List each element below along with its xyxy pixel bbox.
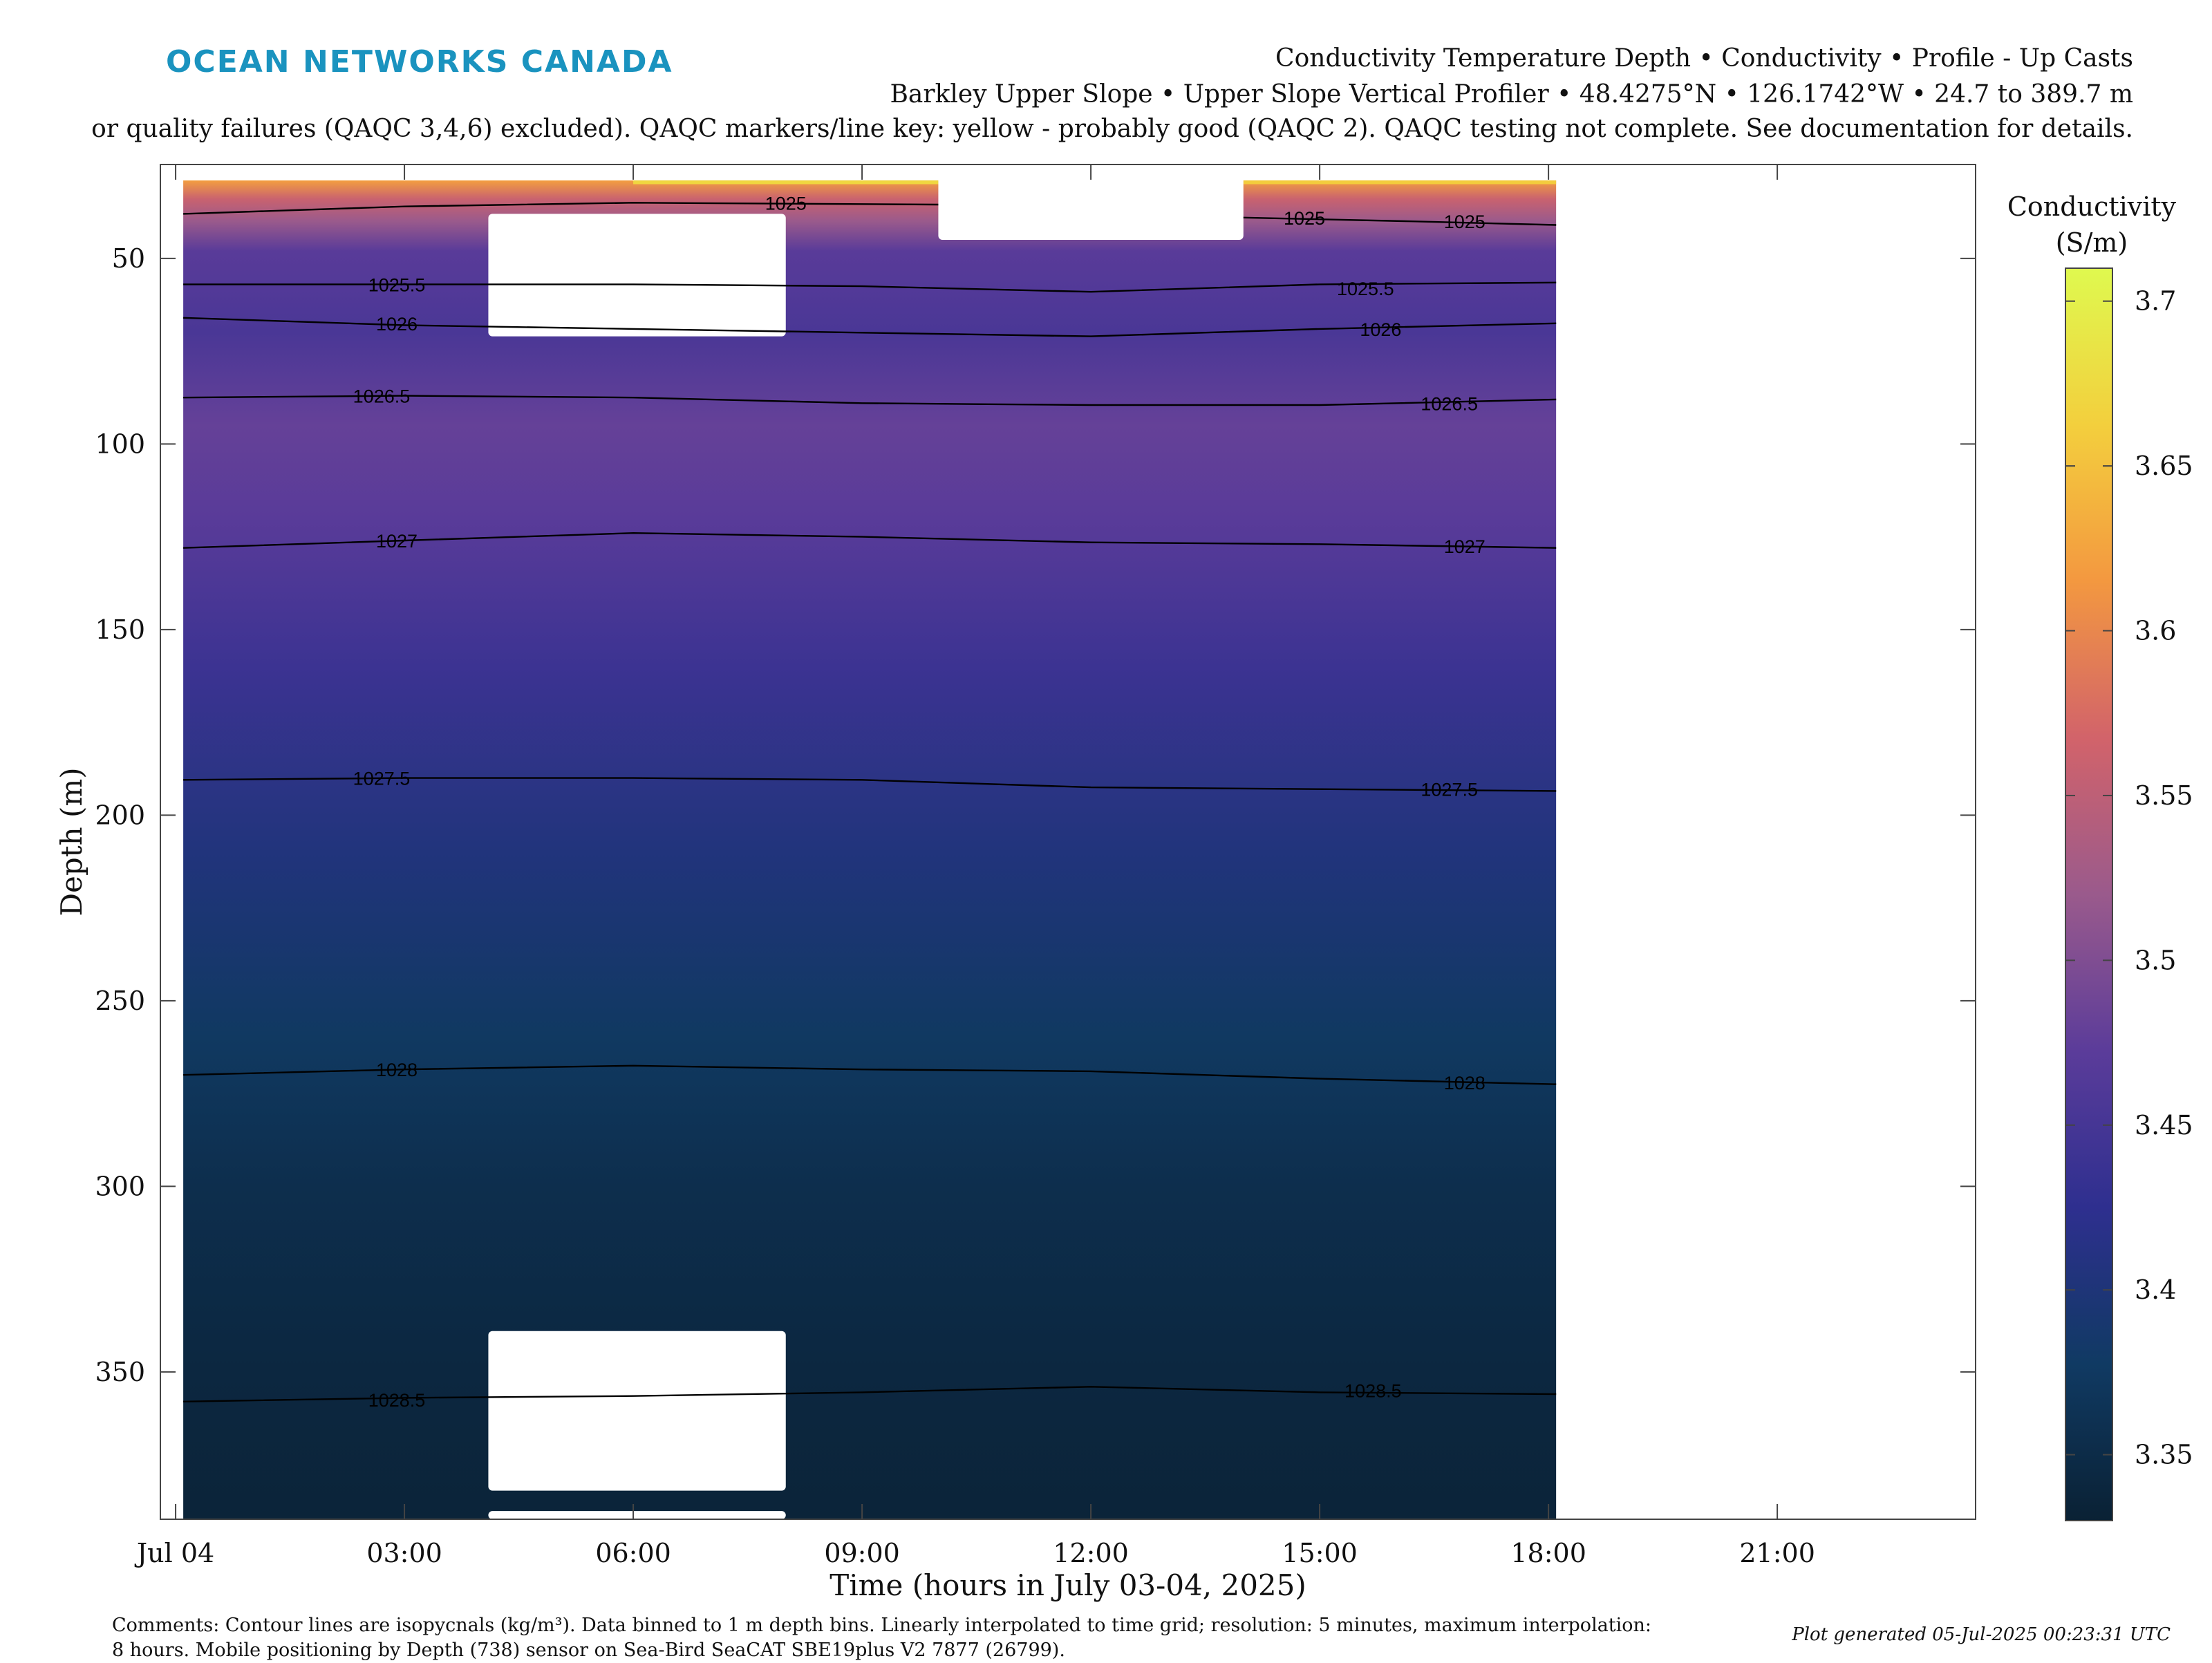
y-tick-label: 350 [95,1357,145,1387]
colorbar-unit: (S/m) [2056,227,2128,258]
isopycnal-label-1025: 1025 [1444,212,1485,232]
isopycnal-label-1027.5: 1027.5 [1421,780,1478,800]
x-tick-label: 15:00 [1282,1538,1358,1568]
x-tick-label: 12:00 [1053,1538,1129,1568]
isopycnal-layer: 1025 1025 1025 1025.5 1025.5 1026 1026 1026.5 10… [183,193,1557,1411]
isopycnal-line-1025.5 [183,281,1557,293]
x-tick-label: 03:00 [366,1538,442,1568]
isopycnal-label-1026.5: 1026.5 [353,386,411,407]
colorbar-label: Conductivity [2007,191,2177,222]
colorbar-tick-label: 3.4 [2135,1275,2176,1305]
isopycnal-label-1025.5: 1025.5 [1337,279,1394,299]
data-gap-2 [488,1331,786,1491]
comments: Comments: Contour lines are isopycnals (… [112,1613,1840,1663]
surface-high-conductivity-0 [633,180,939,185]
colorbar-tick-label: 3.6 [2135,616,2176,646]
colorbar-tick-label: 3.7 [2135,286,2176,317]
isopycnal-label-1028.5: 1028.5 [368,1390,426,1411]
data-gap-3 [488,1511,786,1519]
isopycnal-label-1028.5: 1028.5 [1344,1381,1402,1402]
x-tick-label: 18:00 [1510,1538,1586,1568]
isopycnal-label-1027: 1027 [1444,536,1485,557]
data-layer [183,165,1557,1519]
colorbar-tick-label: 3.55 [2135,780,2193,811]
comments-line-1: Comments: Contour lines are isopycnals (… [112,1615,1652,1636]
isopycnal-label-1026: 1026 [1360,319,1401,340]
surface-high-conductivity-1 [1243,180,1557,185]
data-gap-1 [938,165,1244,241]
isopycnal-label-1027: 1027 [376,531,418,552]
isopycnal-line-1026.5 [183,395,1557,406]
conductivity-field [183,180,1557,1519]
y-tick-label: 50 [112,243,145,274]
x-tick-label: 06:00 [595,1538,671,1568]
axes: Jul 04 03:00 06:00 09:00 12:00 15:00 18:00 21:0… [95,165,1976,1568]
x-tick-label: Jul 04 [134,1538,214,1568]
isopycnal-label-1027.5: 1027.5 [353,769,411,789]
colorbar-tick-label: 3.5 [2135,945,2176,975]
isopycnal-label-1026: 1026 [376,314,418,335]
isopycnal-line-1028.5 [183,1386,1557,1402]
chart-title: Conductivity Temperature Depth • Conduct… [1275,44,2133,73]
isopycnal-label-1028: 1028 [1444,1073,1485,1093]
isopycnal-line-1027.5 [183,777,1557,792]
x-tick-label: 09:00 [824,1538,900,1568]
colorbar-tick-label: 3.45 [2135,1110,2193,1140]
isopycnal-line-1025 [183,202,939,215]
y-tick-label: 100 [95,429,145,459]
ocean-networks-canada-logo: OCEAN NETWORKS CANADA [166,44,673,79]
isopycnal-label-1025: 1025 [1284,208,1325,229]
y-tick-label: 150 [95,614,145,645]
isopycnal-line-1027 [183,532,1557,549]
x-tick-label: 21:00 [1739,1538,1815,1568]
isopycnal-label-1028: 1028 [376,1060,418,1080]
colorbar: Conductivity (S/m) 3.35 3.4 3.45 3.5 3.55 3.6… [2007,191,2193,1521]
colorbar-tick-label: 3.35 [2135,1440,2193,1470]
data-gap-0 [488,214,786,337]
y-tick-label: 200 [95,800,145,830]
y-tick-label: 250 [95,986,145,1016]
isopycnal-line-1026 [183,317,1557,337]
isopycnal-label-1026.5: 1026.5 [1421,393,1478,414]
generated-timestamp: Plot generated 05-Jul-2025 00:23:31 UTC [1792,1624,2171,1645]
colorbar-tick-label: 3.65 [2135,451,2193,481]
colorbar-scale [2065,267,2113,1521]
chart-subtitle-qaqc: or quality failures (QAQC 3,4,6) exclude… [91,115,2133,143]
plot-frame [160,164,1976,1520]
isopycnal-line-1028 [183,1064,1557,1085]
isopycnal-label-1025: 1025 [765,193,807,214]
x-axis-label: Time (hours in July 03-04, 2025) [830,1568,1306,1602]
y-tick-label: 300 [95,1171,145,1201]
y-axis-label: Depth (m) [55,767,88,916]
isopycnal-line-1025 [1243,216,1557,226]
comments-line-2: 8 hours. Mobile positioning by Depth (73… [112,1639,1065,1661]
isopycnal-label-1025.5: 1025.5 [368,274,426,295]
chart-subtitle-location: Barkley Upper Slope • Upper Slope Vertic… [890,80,2133,109]
